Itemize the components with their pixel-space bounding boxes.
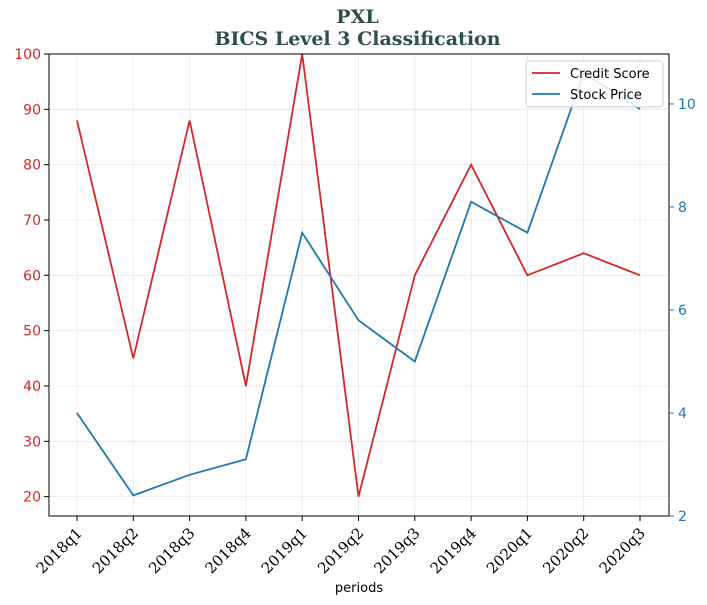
x-tick-label: 2020q2 (539, 524, 592, 577)
legend: Credit Score Stock Price (525, 60, 664, 108)
credit-score-line (76, 53, 641, 497)
right-axis: 2 4 6 8 10 (669, 97, 696, 525)
x-tick-label: 2019q1 (258, 524, 311, 577)
left-tick-label: 100 (14, 47, 41, 63)
chart-title: PXL (336, 6, 379, 28)
right-tick-label: 4 (678, 406, 687, 422)
left-tick-label: 20 (23, 490, 41, 506)
x-tick-label: 2018q2 (89, 524, 142, 577)
legend-label-stock-price: Stock Price (570, 88, 642, 103)
x-tick-label: 2018q3 (145, 524, 198, 577)
x-tick-label: 2020q3 (596, 524, 649, 577)
x-tick-label: 2018q4 (201, 524, 254, 577)
left-tick-label: 40 (23, 379, 41, 395)
left-tick-label: 90 (23, 102, 41, 118)
left-tick-label: 30 (23, 434, 41, 450)
legend-box (525, 60, 664, 108)
chart-title-block: PXL BICS Level 3 Classification (0, 6, 707, 50)
grid (49, 53, 669, 516)
x-tick-label: 2019q3 (370, 524, 423, 577)
x-tick-label: 2019q2 (314, 524, 367, 577)
x-tick-label: 2020q1 (483, 524, 536, 577)
x-tick-label: 2018q1 (33, 524, 86, 577)
left-tick-label: 70 (23, 213, 41, 229)
chart-subtitle: BICS Level 3 Classification (214, 28, 501, 50)
right-tick-label: 8 (678, 200, 687, 216)
series-lines (76, 53, 641, 497)
left-tick-label: 80 (23, 158, 41, 174)
stock-price-line (76, 71, 641, 497)
x-axis: 2018q1 2018q2 2018q3 2018q4 2019q1 2019q2 2019… (33, 516, 649, 577)
x-axis-label: periods (335, 581, 383, 596)
left-tick-label: 60 (23, 268, 41, 284)
left-tick-label: 50 (23, 324, 41, 340)
right-tick-label: 10 (678, 97, 696, 113)
x-tick-label: 2019q4 (427, 524, 480, 577)
right-tick-label: 6 (678, 303, 687, 319)
plot-frame (48, 53, 670, 517)
left-axis: 20 30 40 50 60 70 80 90 100 (14, 47, 49, 506)
right-tick-label: 2 (678, 509, 687, 525)
legend-label-credit-score: Credit Score (570, 67, 650, 82)
